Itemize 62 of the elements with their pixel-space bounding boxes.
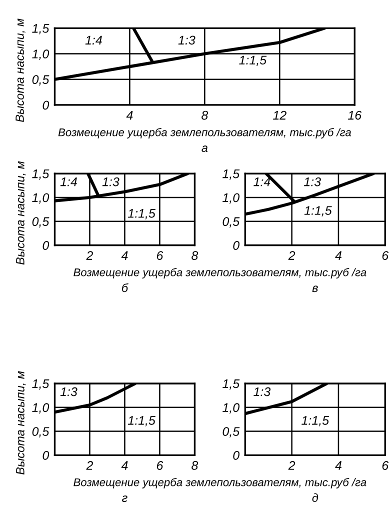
text: б bbox=[122, 283, 128, 292]
y-tick-label: 0 bbox=[42, 100, 50, 110]
annotation: 1:1,5 bbox=[302, 416, 330, 426]
y-tick-label: 1,0 bbox=[32, 193, 50, 204]
y-tick-label: 0 bbox=[42, 241, 50, 250]
x-tick-label: 8 bbox=[192, 461, 198, 470]
y-tick-label: 0 bbox=[233, 241, 240, 250]
x-tick-label: 6 bbox=[156, 251, 164, 260]
y-tick-label: 1,0 bbox=[222, 403, 240, 414]
y-tick-label: 0 bbox=[233, 450, 240, 460]
y-tick-label: 1,0 bbox=[32, 403, 50, 414]
annotation: 1:1,5 bbox=[128, 416, 156, 426]
x-axis-title: Возмещение ущерба землепользователям, тыс.руб /га bbox=[74, 268, 366, 278]
text: в bbox=[312, 286, 318, 292]
y-tick-label: 1,5 bbox=[32, 170, 50, 180]
y-tick-label: 1,0 bbox=[32, 50, 50, 60]
y-tick-label: 0,5 bbox=[222, 427, 240, 438]
x-tick-label: 2 bbox=[288, 251, 296, 260]
x-tick-label: 4 bbox=[121, 251, 128, 260]
annotation: 1:3 bbox=[254, 387, 271, 396]
y-tick-label: 1,0 bbox=[222, 193, 240, 204]
annotation: 1:4 bbox=[60, 178, 77, 186]
x-tick-label: 4 bbox=[121, 461, 128, 470]
y-tick-label: 0,5 bbox=[32, 427, 50, 438]
x-tick-label: 2 bbox=[86, 461, 94, 470]
x-tick-label: 6 bbox=[382, 461, 389, 470]
y-tick-label: 0 bbox=[42, 450, 50, 460]
x-tick-label: 4 bbox=[126, 110, 133, 120]
x-tick-label: 8 bbox=[202, 110, 208, 120]
x-tick-label: 4 bbox=[335, 461, 342, 470]
y-axis-title: Высота насыпи, м bbox=[16, 18, 26, 122]
annotation: 1:3 bbox=[304, 177, 321, 186]
text: д bbox=[312, 493, 318, 502]
x-tick-label: 2 bbox=[288, 461, 296, 470]
x-tick-label: 12 bbox=[273, 110, 286, 120]
y-tick-label: 1,5 bbox=[222, 170, 240, 180]
annotation: 1:1,5 bbox=[239, 56, 267, 66]
y-tick-label: 1,5 bbox=[32, 379, 50, 390]
x-axis-title: Возмещение ущерба землепользователям, тыс.руб /га bbox=[74, 478, 366, 488]
y-tick-label: 0,5 bbox=[32, 217, 50, 228]
x-tick-label: 16 bbox=[348, 110, 362, 120]
x-tick-label: 8 bbox=[192, 251, 198, 260]
annotation: 1:3 bbox=[60, 387, 78, 396]
text: а bbox=[202, 146, 208, 152]
y-tick-label: 1,5 bbox=[222, 379, 240, 390]
x-tick-label: 6 bbox=[382, 251, 389, 260]
annotation: 1:1,5 bbox=[304, 206, 332, 216]
annotation: 1:3 bbox=[102, 177, 120, 186]
annotation: 1:3 bbox=[178, 36, 196, 45]
text: г bbox=[122, 496, 128, 502]
annotation: 1:4 bbox=[85, 36, 102, 44]
y-tick-label: 1,5 bbox=[32, 24, 50, 34]
y-axis-title: Высота насыпи, м bbox=[16, 161, 26, 265]
y-axis-title: Высота насыпи, м bbox=[16, 371, 26, 475]
x-axis-title: Возмещение ущерба землепользователям, тыс.руб /га bbox=[58, 128, 351, 138]
annotation: 1:1,5 bbox=[128, 209, 156, 220]
y-tick-label: 0,5 bbox=[32, 75, 50, 86]
x-tick-label: 6 bbox=[156, 461, 164, 470]
annotation: 1:4 bbox=[254, 178, 270, 186]
x-tick-label: 4 bbox=[335, 251, 342, 260]
y-tick-label: 0,5 bbox=[222, 217, 240, 228]
x-tick-label: 2 bbox=[86, 251, 94, 260]
